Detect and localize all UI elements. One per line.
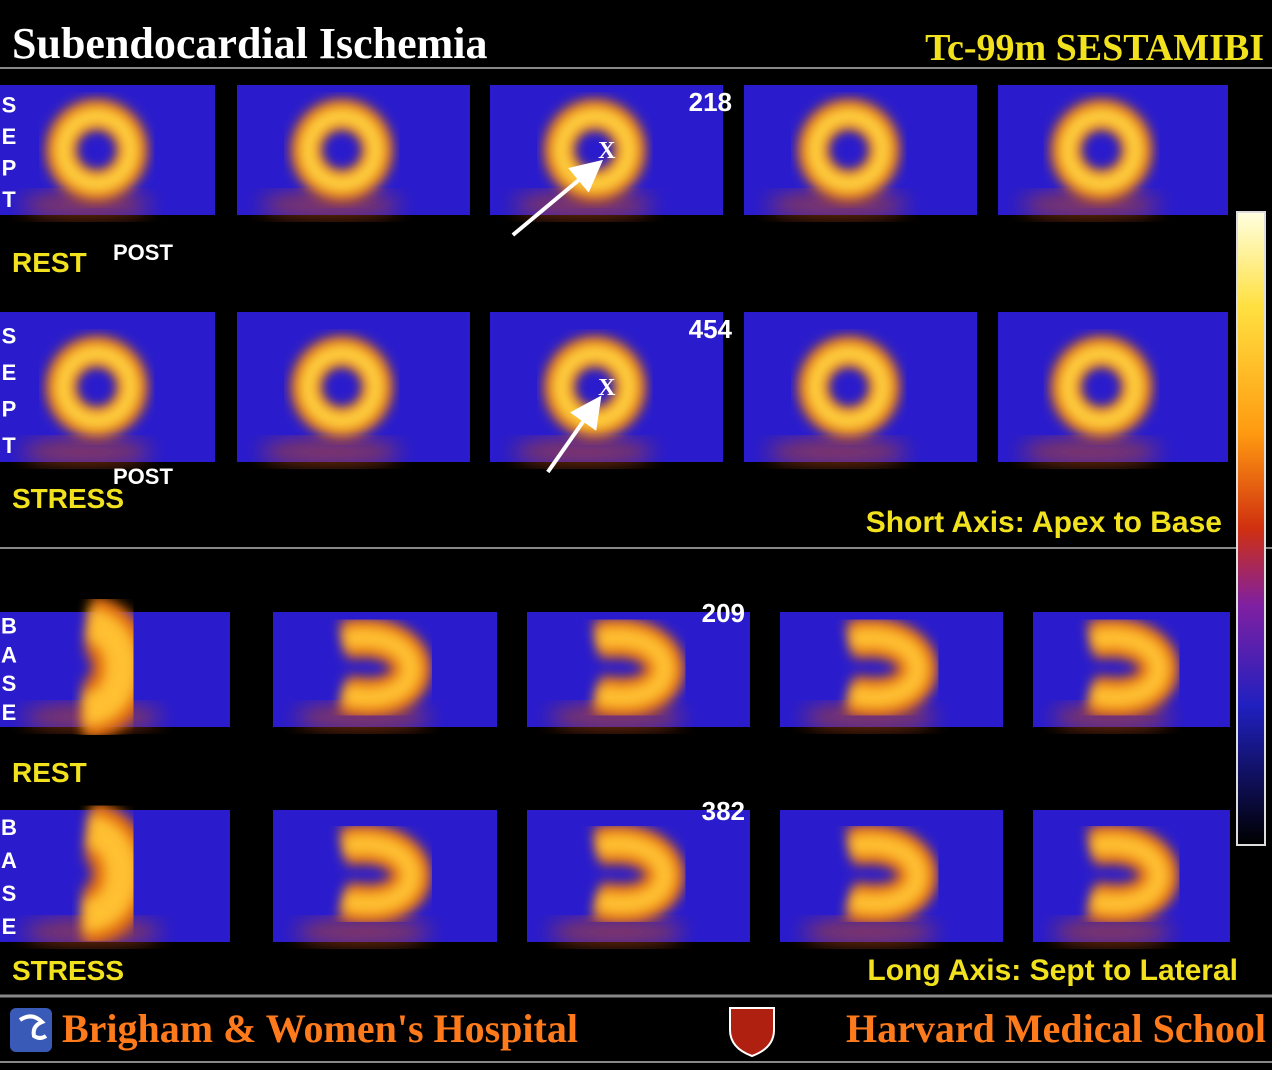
orientation-letter: E xyxy=(2,914,17,939)
wall xyxy=(81,814,139,933)
color-scale xyxy=(1236,211,1266,846)
wall xyxy=(847,833,929,915)
scan-haze xyxy=(21,438,151,466)
scan-haze xyxy=(295,918,430,946)
scan-haze xyxy=(802,918,937,946)
scan-background xyxy=(0,312,215,462)
arrow xyxy=(546,395,602,474)
scan-image xyxy=(237,85,470,219)
scan-haze xyxy=(21,191,151,219)
ring xyxy=(1058,344,1145,430)
scan-haze xyxy=(767,191,908,219)
row-label: REST xyxy=(12,247,87,278)
hospital-logo xyxy=(10,1008,52,1052)
orientation-letter: A xyxy=(1,848,17,873)
scan-haze xyxy=(549,918,684,946)
scan-image xyxy=(0,312,215,466)
ring xyxy=(298,107,385,193)
orientation-letter: E xyxy=(2,360,17,385)
scan-haze xyxy=(1021,438,1159,466)
scan-background xyxy=(490,312,723,462)
wall xyxy=(341,833,423,915)
ring xyxy=(53,344,140,430)
orientation-letter: B xyxy=(1,614,17,639)
wall xyxy=(81,607,139,727)
count: 454 xyxy=(689,314,733,344)
ring xyxy=(298,344,385,430)
scan-background xyxy=(998,312,1228,462)
scan-image xyxy=(237,312,470,466)
wall xyxy=(341,626,423,709)
wall xyxy=(594,833,676,915)
scan-image xyxy=(527,810,750,946)
scan-image xyxy=(0,801,230,946)
scan-haze xyxy=(767,438,908,466)
scan-haze xyxy=(513,438,654,466)
wall xyxy=(1089,626,1170,709)
marker: POST xyxy=(113,240,173,265)
orientation-letter: A xyxy=(1,642,17,667)
arrow xyxy=(511,159,603,237)
count: 218 xyxy=(689,87,732,117)
orientation-letter: B xyxy=(1,815,17,840)
orientation-letter: E xyxy=(2,700,17,725)
ring xyxy=(1058,107,1145,193)
scan-image xyxy=(1033,612,1230,731)
row-label: STRESS xyxy=(12,483,124,514)
target: X xyxy=(598,375,616,401)
scan-image xyxy=(998,85,1228,219)
footer-left: Brigham & Women's Hospital xyxy=(62,1006,578,1051)
marker: POST xyxy=(113,464,173,489)
count: 382 xyxy=(702,796,745,826)
scan-image xyxy=(780,612,1003,731)
school-logo xyxy=(729,1007,775,1058)
ring xyxy=(53,107,140,193)
orientation-letter: P xyxy=(2,156,17,181)
orientation-letter: S xyxy=(2,671,17,696)
row-label: STRESS xyxy=(12,955,124,986)
scan-haze xyxy=(1052,918,1171,946)
orientation-letter: T xyxy=(2,187,16,212)
orientation-letter: E xyxy=(2,124,17,149)
title: Subendocardial Ischemia xyxy=(12,19,488,68)
scan-haze xyxy=(513,191,654,219)
caption: Long Axis: Sept to Lateral xyxy=(867,954,1238,987)
tracer: Tc-99m SESTAMIBI xyxy=(925,27,1264,69)
scan-haze xyxy=(1021,191,1159,219)
scan-image xyxy=(780,810,1003,946)
footer-right: Harvard Medical School xyxy=(846,1006,1266,1051)
scan-haze xyxy=(260,438,401,466)
scan-background xyxy=(237,312,470,462)
caption: Short Axis: Apex to Base xyxy=(866,506,1222,539)
scan-image xyxy=(744,312,977,466)
scan-image xyxy=(527,612,750,731)
scan-image xyxy=(0,85,215,219)
target: X xyxy=(598,138,616,164)
scan-image xyxy=(744,85,977,219)
orientation-letter: S xyxy=(2,323,17,348)
scan-background xyxy=(744,312,977,462)
scan-image xyxy=(273,810,497,946)
scan-image xyxy=(0,594,230,740)
row-label: REST xyxy=(12,757,87,788)
orientation-letter: T xyxy=(2,433,16,458)
scan-image xyxy=(273,612,497,731)
count: 209 xyxy=(702,598,745,628)
scan-image xyxy=(490,85,723,219)
scan-image xyxy=(1033,810,1230,946)
scan-image xyxy=(998,312,1228,466)
orientation-letter: S xyxy=(2,93,17,118)
orientation-letter: S xyxy=(2,881,17,906)
wall xyxy=(1089,833,1170,915)
wall xyxy=(594,626,676,709)
ring xyxy=(805,107,892,193)
ring xyxy=(805,344,892,430)
orientation-letter: P xyxy=(2,396,17,421)
scan-haze xyxy=(260,191,401,219)
wall xyxy=(847,626,929,709)
